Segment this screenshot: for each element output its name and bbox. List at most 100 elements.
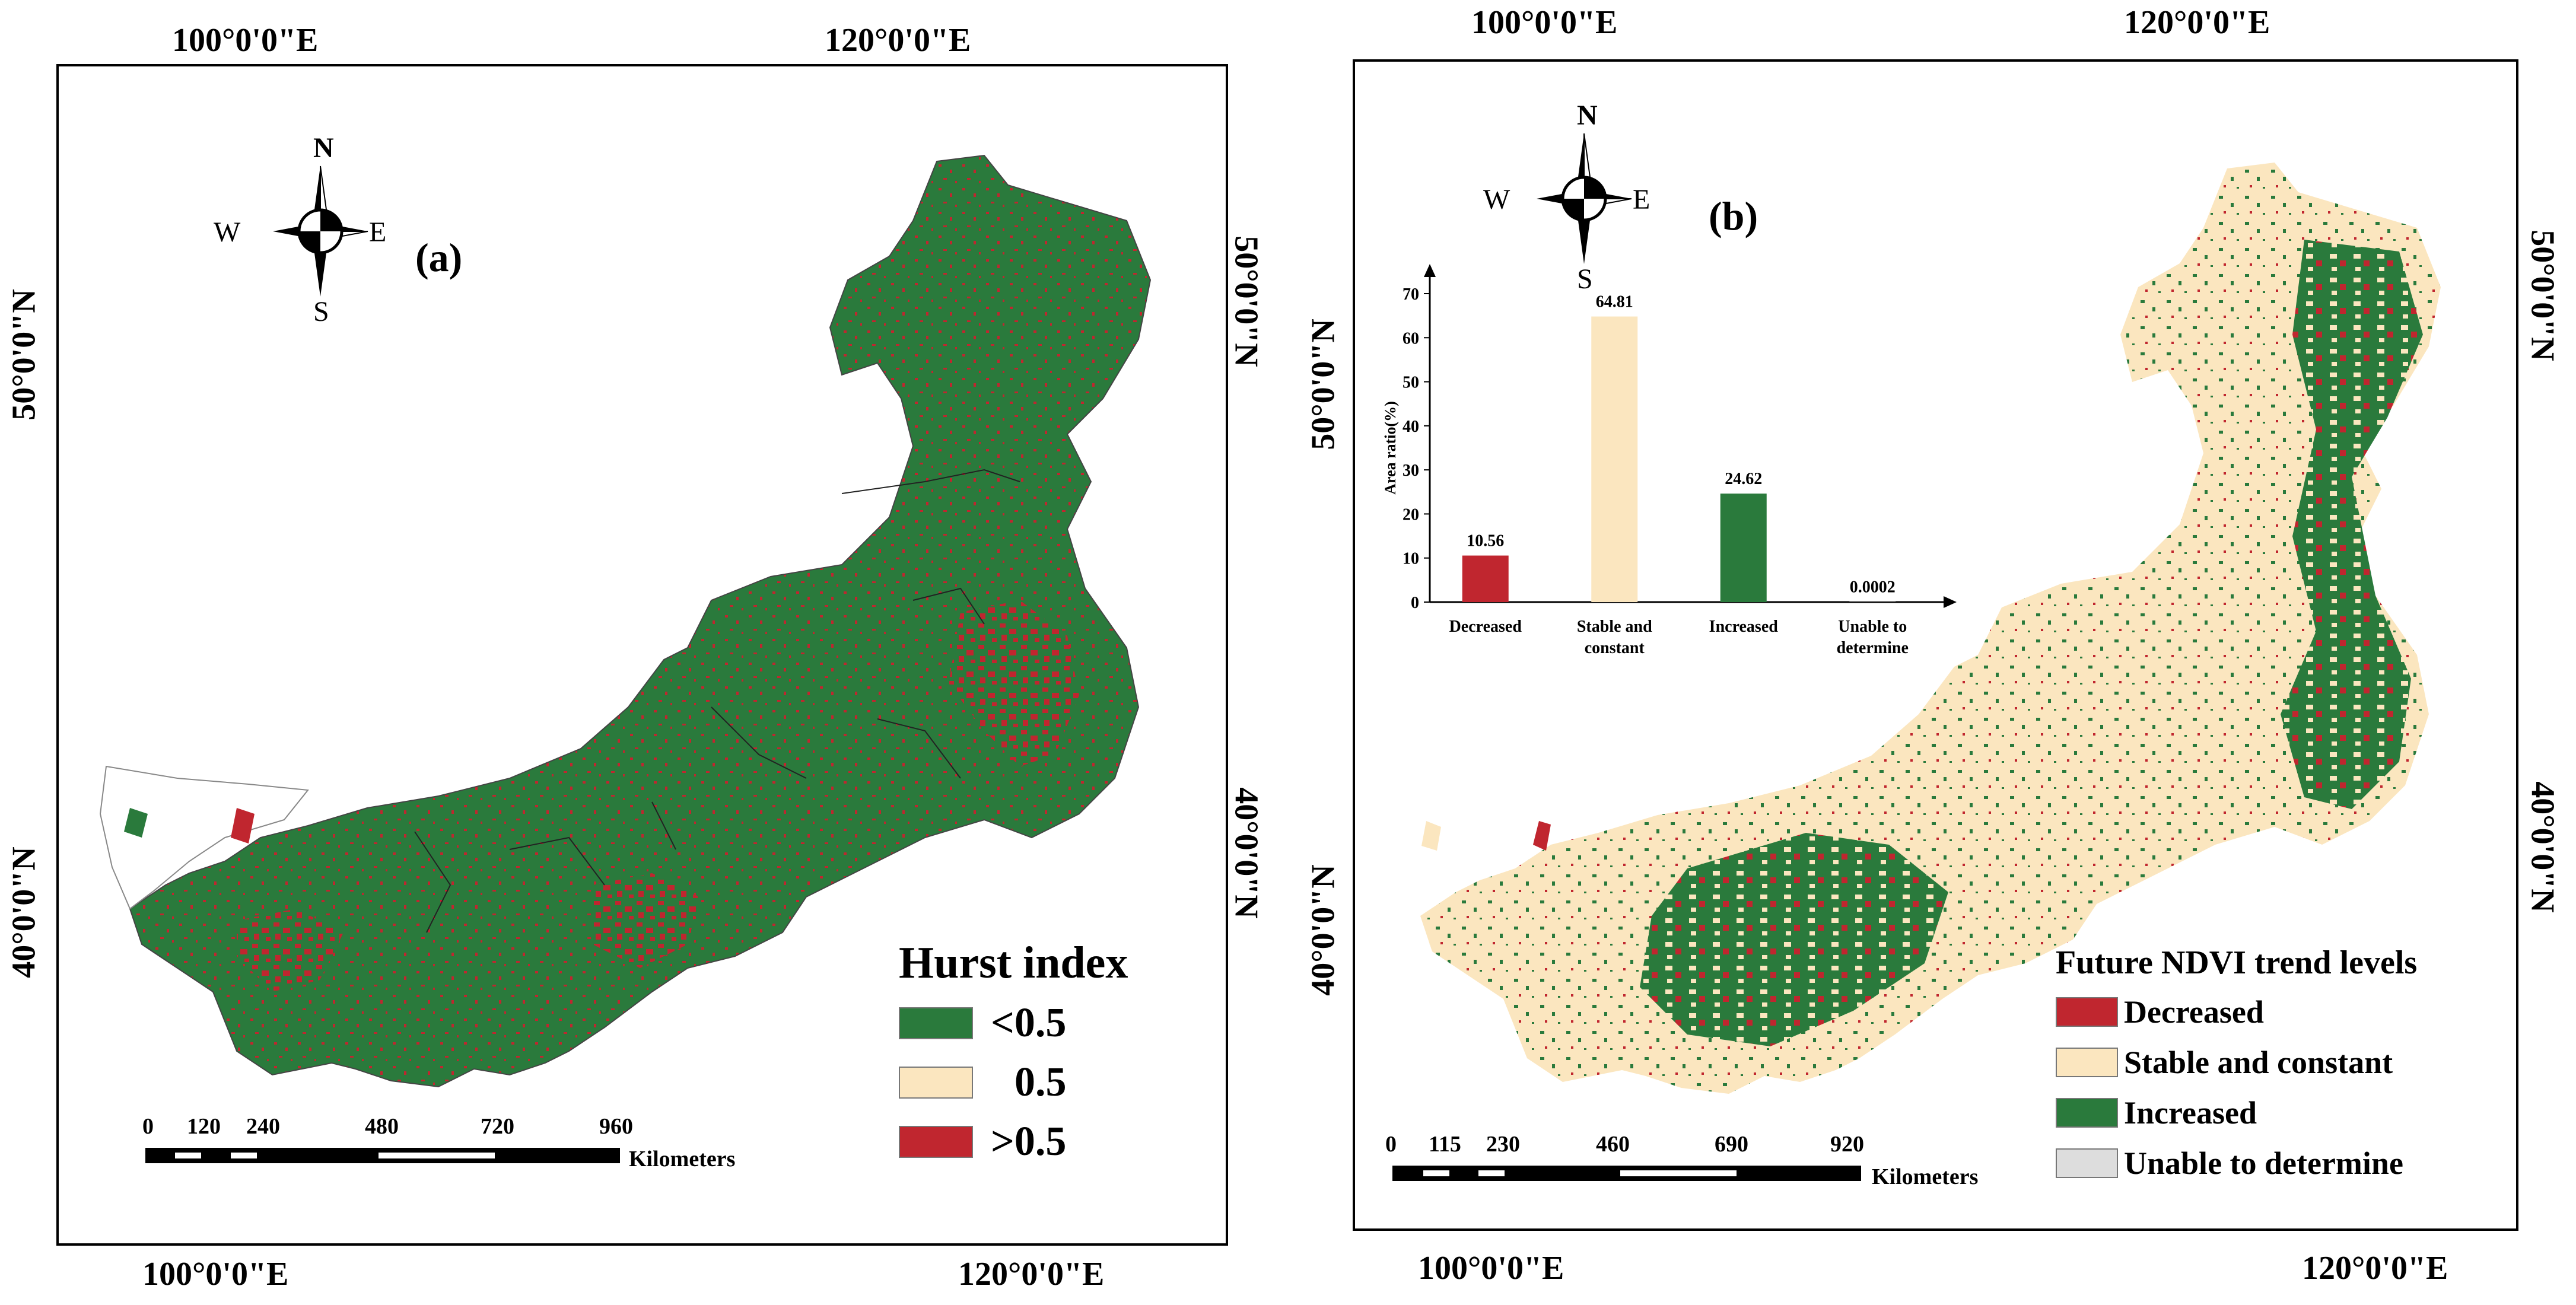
- scale-tick-3-b: 460: [1596, 1132, 1630, 1157]
- bar-1: [1591, 316, 1638, 602]
- legend-swatch-decreased: [2056, 997, 2118, 1027]
- compass-e-b: E: [1633, 184, 1650, 215]
- panel-label-b: (b): [1709, 193, 1758, 238]
- legend-title-a: Hurst index: [899, 938, 1128, 988]
- y-tick-label: 50: [1403, 374, 1419, 392]
- lat-left-50-a: 50°0'0"N: [5, 289, 43, 421]
- y-tick-label: 40: [1403, 418, 1419, 436]
- lat-right-50-b: 50°0'0"N: [2524, 230, 2561, 361]
- compass-rose-icon: [273, 165, 368, 297]
- scale-tick-1-a: 120: [187, 1114, 221, 1139]
- lat-right-50-a: 50°0'0"N: [1227, 235, 1265, 367]
- scale-tick-0-a: 0: [142, 1114, 154, 1139]
- lat-left-50-b: 50°0'0"N: [1305, 319, 1342, 450]
- bar-2: [1720, 494, 1767, 602]
- y-tick-label: 60: [1403, 329, 1419, 348]
- legend-label-stable: Stable and constant: [2124, 1045, 2393, 1080]
- legend-swatch-stable: [2056, 1048, 2118, 1077]
- panel-label-a: (a): [415, 235, 463, 280]
- lon-bottom-120-a: 120°0'0"E: [958, 1256, 1105, 1293]
- lon-bottom-100-a: 100°0'0"E: [142, 1256, 289, 1293]
- y-tick-label: 70: [1403, 285, 1419, 304]
- lon-top-120-a: 120°0'0"E: [825, 22, 971, 59]
- legend-item-decreased: Decreased: [2056, 994, 2264, 1030]
- legend-item-eq05: 0.5: [899, 1059, 1067, 1106]
- category-label-1: constant: [1585, 639, 1645, 657]
- white-zone-west-b: [1391, 797, 1569, 904]
- compass-s-b: S: [1577, 263, 1593, 295]
- legend-label-eq05: 0.5: [1015, 1059, 1067, 1105]
- scale-unit-a: Kilometers: [629, 1147, 736, 1172]
- compass-n-b: N: [1577, 100, 1598, 131]
- lon-top-100-b: 100°0'0"E: [1471, 4, 1618, 41]
- lon-bottom-100-b: 100°0'0"E: [1418, 1250, 1564, 1287]
- bar-value-label-0: 10.56: [1467, 532, 1504, 550]
- legend-item-unable: Unable to determine: [2056, 1145, 2403, 1182]
- legend-swatch-lt05: [899, 1007, 973, 1039]
- bar-value-label-2: 24.62: [1725, 470, 1762, 488]
- lat-right-40-b: 40°0'0"N: [2524, 781, 2561, 913]
- lon-top-120-b: 120°0'0"E: [2124, 4, 2270, 41]
- scale-tick-4-a: 720: [481, 1114, 514, 1139]
- y-axis-title: Area ratio(%): [1382, 401, 1399, 495]
- y-tick-label: 30: [1403, 461, 1419, 480]
- x-axis-arrow: [1944, 596, 1957, 608]
- y-tick-label: 10: [1403, 550, 1419, 568]
- category-label-2: Increased: [1709, 618, 1779, 636]
- legend-label-gt05: >0.5: [991, 1119, 1067, 1164]
- desert-area-a: [99, 765, 309, 910]
- scale-tick-2-b: 230: [1486, 1132, 1520, 1157]
- scale-tick-4-b: 690: [1715, 1132, 1748, 1157]
- scale-bar-a: 0 120 240 480 720 960 Kilometers: [142, 1115, 795, 1186]
- compass-s-a: S: [313, 296, 329, 327]
- legend-item-gt05: >0.5: [899, 1118, 1066, 1166]
- region-outline-b: [1420, 163, 2441, 1094]
- scale-bar-graphic-a: [145, 1148, 620, 1163]
- y-axis-arrow: [1424, 264, 1436, 277]
- legend-label-lt05: <0.5: [991, 1000, 1067, 1046]
- lon-bottom-120-b: 120°0'0"E: [2302, 1250, 2448, 1287]
- scale-tick-5-b: 920: [1830, 1132, 1864, 1157]
- red-patch-southwest-a: [237, 909, 344, 992]
- legend-swatch-gt05: [899, 1126, 973, 1158]
- scale-tick-5-a: 960: [599, 1114, 633, 1139]
- green-zone-south-b: [1640, 833, 1948, 1046]
- lon-top-100-a: 100°0'0"E: [172, 22, 319, 59]
- bar-3: [1849, 601, 1896, 602]
- compass-e-a: E: [369, 217, 387, 248]
- bar-value-label-1: 64.81: [1596, 293, 1633, 311]
- legend-item-stable: Stable and constant: [2056, 1044, 2393, 1081]
- ndvi-trend-map: [1391, 163, 2441, 1094]
- bar-value-label-3: 0.0002: [1850, 578, 1896, 597]
- scale-tick-3-a: 480: [365, 1114, 399, 1139]
- lat-left-40-b: 40°0'0"N: [1305, 864, 1342, 996]
- red-patch-east-a: [949, 600, 1079, 766]
- y-tick-label: 0: [1411, 594, 1419, 612]
- scale-tick-1-b: 115: [1429, 1132, 1461, 1157]
- compass-n-a: N: [313, 132, 334, 164]
- region-outline-a: [129, 154, 1152, 1088]
- legend-label-decreased: Decreased: [2124, 994, 2264, 1030]
- legend-title-b: Future NDVI trend levels: [2056, 944, 2418, 981]
- area-ratio-bar-chart: 0 10 20 30 40 50 60 70 Area ratio(%) 10.56 Decrea…: [1382, 264, 1957, 657]
- scale-bar-b: 0 115 230 460 690 920 Kilometers: [1385, 1133, 2038, 1204]
- compass-rose-icon: [1537, 133, 1632, 264]
- hurst-index-map: [99, 154, 1152, 1088]
- lat-right-40-a: 40°0'0"N: [1227, 787, 1265, 919]
- legend-swatch-increased: [2056, 1098, 2118, 1128]
- green-zone-east-b: [2281, 240, 2423, 809]
- legend-item-increased: Increased: [2056, 1094, 2257, 1131]
- scale-tick-0-b: 0: [1385, 1132, 1397, 1157]
- north-arrow-a: N S W E: [214, 134, 386, 326]
- category-label-3: Unable to: [1838, 618, 1907, 636]
- category-label-3: determine: [1837, 639, 1909, 657]
- scale-unit-b: Kilometers: [1872, 1164, 1979, 1189]
- scale-tick-2-a: 240: [246, 1114, 280, 1139]
- legend-label-increased: Increased: [2124, 1095, 2257, 1131]
- legend-label-unable: Unable to determine: [2124, 1145, 2403, 1181]
- category-label-0: Decreased: [1449, 618, 1522, 636]
- bar-0: [1462, 555, 1509, 602]
- category-label-1: Stable and: [1577, 618, 1652, 636]
- legend-swatch-eq05: [899, 1067, 973, 1099]
- scale-bar-graphic-b: [1392, 1166, 1861, 1181]
